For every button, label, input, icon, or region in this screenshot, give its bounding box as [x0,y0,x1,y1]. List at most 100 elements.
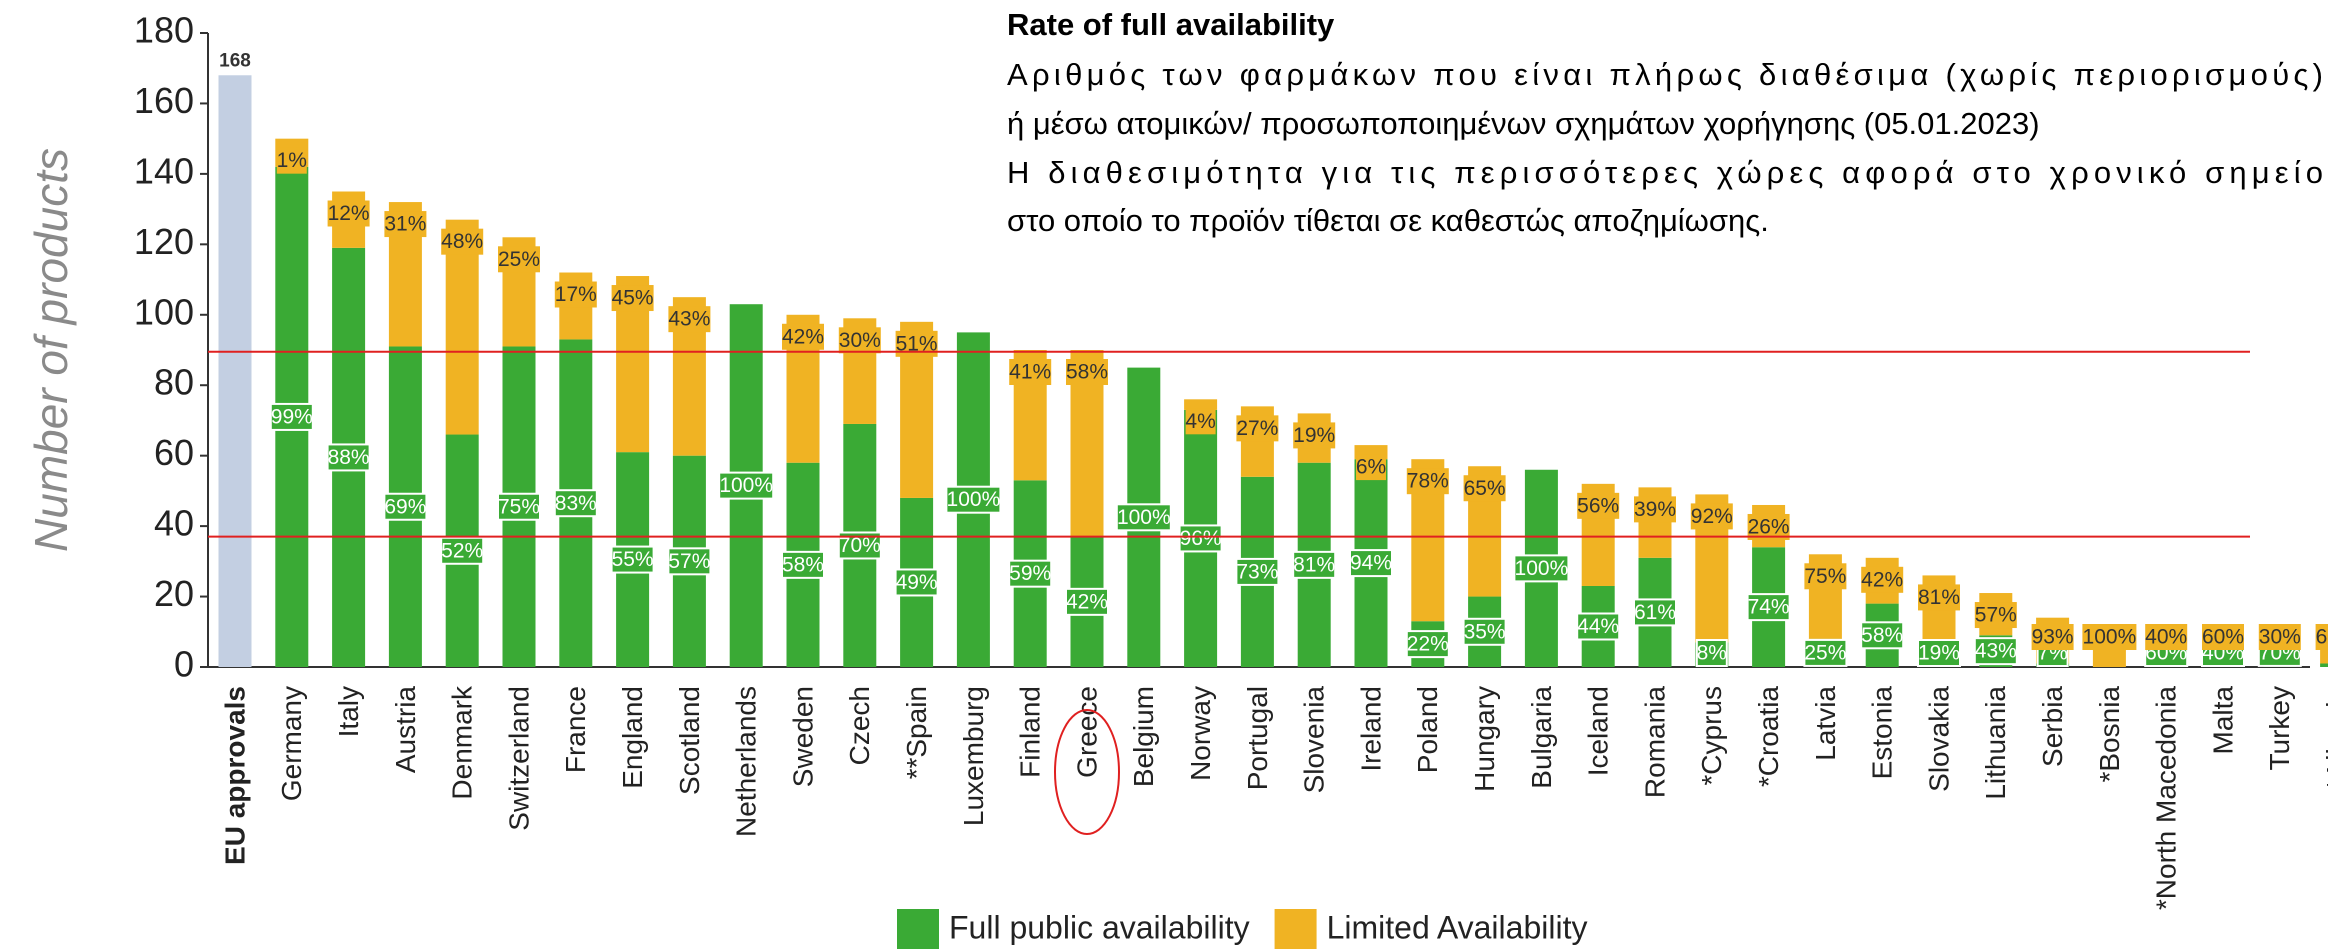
data-label: 43% [668,308,710,331]
data-label: 99% [271,405,313,428]
y-tick-label: 20 [154,573,194,614]
label-box [1462,617,1507,646]
data-label: 25% [498,248,540,271]
label-box [1576,612,1621,641]
label-box [1861,566,1904,593]
label-box [1009,359,1052,385]
data-label: 75% [498,495,540,518]
description: ή μέσω ατομικών/ προσωποποιημένων σχημάτ… [1007,106,2040,141]
label-box [326,443,371,472]
x-tick-label: *Bosnia [2094,686,2125,783]
data-label: 100% [2083,626,2137,649]
x-tick-label: Sweden [787,686,818,787]
data-label: 52% [441,539,483,562]
y-tick-label: 100 [134,291,194,332]
y-tick-label: 80 [154,362,194,403]
label-box [2258,624,2301,650]
label-box [1236,415,1279,442]
x-tick-label: Romania [1639,686,1670,798]
data-label: 69% [384,495,426,518]
data-label: 93% [2032,626,2074,649]
x-tick-label: Serbia [2037,686,2068,767]
x-tick-label: Czech [844,686,875,765]
data-label: 83% [555,492,597,515]
data-label: 19% [1918,642,1960,665]
bar-segment [1184,399,1218,410]
label-box [269,402,314,431]
label-box [1066,359,1108,385]
label-box [276,147,307,174]
label-box [1633,598,1677,627]
label-box [2082,624,2137,650]
data-label: 31% [384,213,426,236]
y-tick-label: 120 [134,221,194,262]
bar-segment [2320,663,2328,667]
y-tick-label: 40 [154,503,194,544]
data-label: 41% [1009,361,1051,384]
label-box [781,550,825,579]
data-label: 1% [277,149,307,172]
label-box [1634,496,1676,523]
x-tick-label: Belgium [1128,686,1159,787]
data-label: 100% [1117,506,1171,529]
data-label: 96% [1180,527,1222,550]
x-tick-label: *North Macedonia [2151,686,2182,911]
legend-swatch [897,909,939,949]
label-box [1690,503,1733,530]
data-label: 61% [1634,601,1676,624]
label-box [553,489,598,518]
data-label: 27% [1236,417,1278,440]
data-label: 42% [1861,568,1903,591]
label-box [2145,624,2188,650]
label-box [1235,557,1280,586]
x-tick-label: Switzerland [503,686,534,831]
data-label: 59% [1009,562,1051,585]
approvals-bar [218,75,252,668]
data-label: 81% [1918,586,1960,609]
label-box [1293,422,1336,449]
label-box [1292,550,1337,579]
x-tick-label: England [617,686,648,789]
x-tick-label: Denmark [447,685,478,800]
label-box [327,200,370,227]
data-label: 25% [1804,641,1846,664]
x-tick-label: *Albania [2321,686,2328,791]
x-tick-label: *Croatia [1753,686,1784,788]
data-label: 100% [719,474,773,497]
x-tick-label: Turkey [2264,686,2295,771]
x-tick-label: Estonia [1867,686,1898,780]
data-label: 58% [782,553,824,576]
data-label: 56% [1577,494,1619,517]
data-label: 19% [1293,424,1335,447]
y-axis-label: Number of products [25,148,77,552]
data-label: 4% [1185,410,1215,433]
x-tick-label: Luxemburg [958,686,989,826]
data-label: 92% [1691,505,1733,528]
y-tick-label: 180 [134,10,194,51]
data-label: 65% [1464,477,1506,500]
data-label: 39% [1634,498,1676,521]
data-label: 17% [555,283,597,306]
data-label: 49% [896,571,938,594]
data-label: 57% [668,550,710,573]
approvals-label: 168 [219,50,251,71]
label-box [2315,624,2328,650]
label-box [554,281,597,308]
x-tick-label: Latvia [1810,686,1841,761]
label-box [1065,587,1109,616]
x-tick-label: Finland [1015,686,1046,778]
label-box [610,545,655,574]
data-label: 100% [1515,557,1569,580]
data-label: 51% [896,332,938,355]
x-tick-label: Hungary [1469,686,1500,792]
y-tick-label: 160 [134,80,194,121]
data-label: 75% [1804,565,1846,588]
data-label: 44% [1577,615,1619,638]
description: Η διαθεσιμότητα για τις περισσότερες χώρ… [1007,155,2323,190]
label-box [1356,454,1386,481]
label-box [1185,408,1216,435]
bar-segment [2320,638,2328,664]
data-label: 40% [2145,626,2187,649]
label-box [782,323,824,350]
